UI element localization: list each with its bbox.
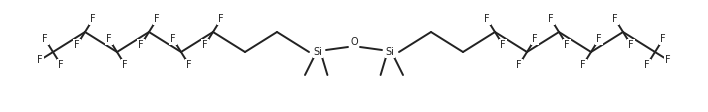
Text: F: F: [500, 40, 506, 50]
Text: F: F: [202, 40, 208, 50]
Text: F: F: [581, 60, 586, 70]
Text: F: F: [42, 34, 48, 44]
Text: F: F: [516, 60, 522, 70]
Text: F: F: [644, 60, 650, 70]
Text: F: F: [548, 14, 554, 24]
Text: F: F: [484, 14, 490, 24]
Text: F: F: [564, 40, 570, 50]
Text: F: F: [122, 60, 127, 70]
Text: F: F: [58, 60, 64, 70]
Text: F: F: [90, 14, 96, 24]
Text: F: F: [665, 55, 670, 65]
Text: Si: Si: [314, 47, 322, 57]
Text: F: F: [218, 14, 224, 24]
Text: F: F: [170, 34, 176, 44]
Text: F: F: [106, 34, 112, 44]
Text: F: F: [532, 34, 538, 44]
Text: F: F: [628, 40, 634, 50]
Text: O: O: [350, 37, 358, 47]
Text: F: F: [596, 34, 602, 44]
Text: Si: Si: [386, 47, 394, 57]
Text: F: F: [186, 60, 192, 70]
Text: F: F: [154, 14, 160, 24]
Text: F: F: [74, 40, 80, 50]
Text: F: F: [138, 40, 144, 50]
Text: F: F: [38, 55, 43, 65]
Text: F: F: [660, 34, 666, 44]
Text: F: F: [612, 14, 618, 24]
